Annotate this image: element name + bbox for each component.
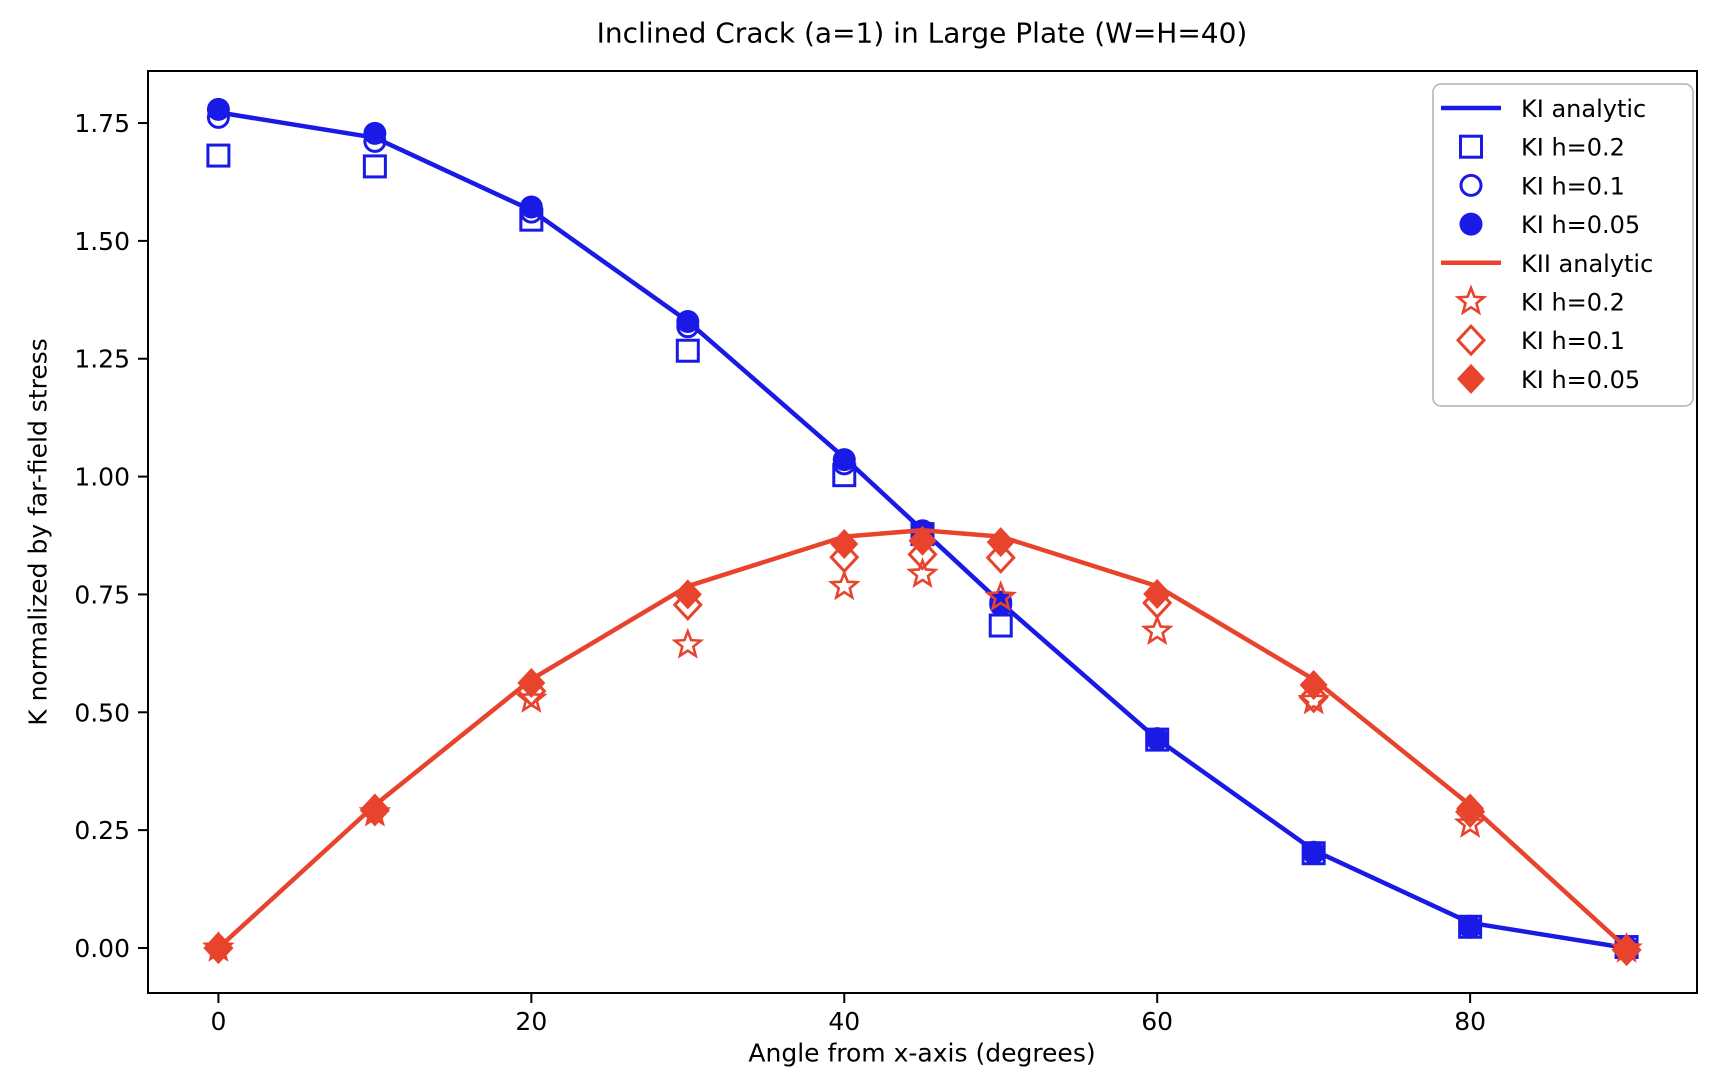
series-3-marker: [1458, 915, 1482, 939]
y-tick-label: 0.75: [74, 580, 130, 609]
legend-marker-diamond-filled: [1457, 363, 1485, 394]
series-3-marker: [206, 97, 230, 121]
series-3-marker: [1145, 727, 1169, 751]
series-3-marker: [519, 195, 543, 219]
y-tick-label: 1.00: [74, 463, 130, 492]
series-5-marker: [1453, 806, 1487, 838]
legend-marker-circle-filled: [1459, 212, 1483, 236]
series-6-marker: [1298, 680, 1329, 714]
series-3-marker: [1302, 840, 1326, 864]
legend-marker-circle-open: [1459, 173, 1483, 197]
y-tick-label: 0.25: [74, 816, 130, 845]
series-6-marker: [829, 540, 860, 574]
y-tick-label: 1.25: [74, 345, 130, 374]
series-1-marker: [206, 143, 231, 168]
y-tick-label: 0.00: [74, 934, 130, 963]
legend-marker-diamond-open: [1455, 323, 1487, 357]
series-line-4: [216, 527, 1629, 950]
legend-entry-label: KI h=0.05: [1521, 211, 1640, 239]
series-7-marker: [204, 932, 233, 963]
series-7-marker: [986, 527, 1015, 558]
x-tick-label: 20: [515, 1007, 547, 1036]
series-7-marker: [360, 793, 389, 824]
series-3-marker: [676, 309, 700, 333]
series-7-marker: [830, 528, 859, 559]
legend-entry-label: KI analytic: [1521, 95, 1646, 123]
x-tick-label: 60: [1141, 1007, 1173, 1036]
series-3-marker: [832, 448, 856, 472]
legend-entry-label: KI h=0.2: [1521, 289, 1625, 317]
series-5-marker: [984, 580, 1017, 612]
series-5-marker: [828, 569, 861, 601]
series-5-marker: [671, 627, 705, 659]
legend-marker-star-open: [1454, 284, 1488, 316]
x-tick-label: 80: [1454, 1007, 1486, 1036]
series-7-marker: [1143, 578, 1172, 609]
x-tick-label: 40: [828, 1007, 860, 1036]
legend-entry-label: KI h=0.1: [1521, 327, 1625, 355]
series-7-marker: [1299, 669, 1328, 700]
plot-frame: [147, 70, 1698, 994]
series-1-marker: [988, 613, 1013, 638]
series-5-marker: [1140, 614, 1174, 646]
legend-marker-square-open: [1459, 134, 1483, 159]
legend-box: [1432, 83, 1694, 407]
series-7-marker: [517, 668, 546, 699]
y-tick-label: 1.75: [74, 109, 130, 138]
series-6-marker: [985, 541, 1016, 574]
series-7-marker: [1456, 793, 1485, 824]
series-5-marker: [1297, 683, 1330, 715]
series-1-marker: [362, 154, 387, 179]
y-tick-label: 0.50: [74, 698, 130, 727]
chart-title: Inclined Crack (a=1) in Large Plate (W=H…: [596, 16, 1248, 50]
x-axis-label: Angle from x-axis (degrees): [748, 1038, 1096, 1068]
legend-entry-label: KI h=0.2: [1521, 134, 1625, 162]
y-tick-label: 1.50: [74, 227, 130, 256]
legend-entry-label: KI h=0.1: [1521, 172, 1625, 200]
series-7-marker: [908, 525, 937, 556]
y-axis-label: K normalized by far-field stress: [23, 338, 53, 726]
legend-entry-label: KII analytic: [1521, 250, 1653, 278]
x-tick-label: 0: [210, 1007, 226, 1036]
series-7-marker: [1612, 935, 1641, 966]
series-6-marker: [907, 538, 938, 571]
series-7-marker: [673, 579, 702, 610]
series-1-marker: [675, 338, 700, 363]
legend-entry-label: KI h=0.05: [1521, 366, 1640, 394]
series-5-marker: [906, 557, 939, 589]
series-3-marker: [363, 121, 387, 145]
